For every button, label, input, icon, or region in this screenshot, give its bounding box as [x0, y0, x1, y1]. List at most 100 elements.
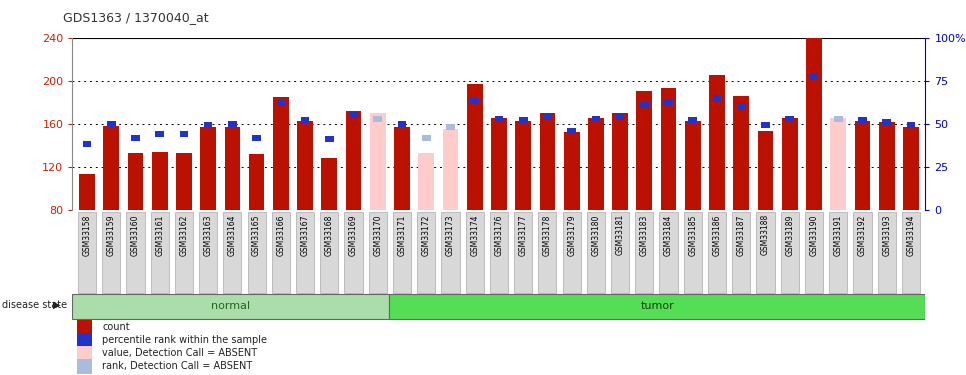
Bar	[350, 112, 357, 118]
Bar	[442, 129, 458, 210]
FancyBboxPatch shape	[389, 294, 925, 319]
Bar	[374, 116, 383, 122]
Bar	[491, 118, 507, 210]
Bar	[152, 152, 167, 210]
Bar	[831, 118, 846, 210]
Bar	[175, 213, 193, 292]
Bar	[538, 213, 556, 292]
Text: normal: normal	[212, 301, 250, 311]
Bar	[540, 113, 555, 210]
Text: value, Detection Call = ABSENT: value, Detection Call = ABSENT	[102, 348, 257, 358]
Bar	[490, 213, 508, 292]
Bar	[273, 97, 289, 210]
Bar	[903, 127, 919, 210]
Text: disease state: disease state	[2, 300, 67, 310]
Bar	[300, 117, 309, 123]
Text: tumor: tumor	[640, 301, 674, 311]
Bar	[708, 213, 726, 292]
Bar	[345, 213, 362, 292]
Text: GSM33165: GSM33165	[252, 214, 261, 256]
Bar	[906, 123, 915, 129]
Bar	[76, 320, 92, 335]
Text: GSM33174: GSM33174	[470, 214, 479, 256]
Bar	[877, 213, 895, 292]
Text: GSM33178: GSM33178	[543, 214, 552, 255]
Bar	[591, 116, 600, 122]
Bar	[858, 117, 867, 123]
Text: GSM33177: GSM33177	[519, 214, 527, 256]
Bar	[612, 113, 628, 210]
Text: GSM33180: GSM33180	[591, 214, 600, 255]
Bar	[156, 131, 164, 137]
Bar	[224, 127, 241, 210]
Bar	[567, 128, 576, 134]
Text: GSM33189: GSM33189	[785, 214, 794, 255]
Text: GSM33187: GSM33187	[737, 214, 746, 255]
Bar	[733, 96, 750, 210]
Text: GDS1363 / 1370040_at: GDS1363 / 1370040_at	[63, 11, 209, 24]
Bar	[298, 120, 313, 210]
Text: GSM33176: GSM33176	[495, 214, 503, 256]
Bar	[781, 213, 799, 292]
Bar	[615, 114, 624, 120]
Bar	[276, 100, 285, 106]
FancyBboxPatch shape	[72, 294, 389, 319]
Text: GSM33172: GSM33172	[422, 214, 431, 255]
Bar	[346, 111, 361, 210]
Text: GSM33170: GSM33170	[373, 214, 383, 256]
Text: GSM33166: GSM33166	[276, 214, 285, 256]
Bar	[855, 120, 870, 210]
Bar	[204, 123, 213, 129]
Bar	[467, 84, 483, 210]
Text: GSM33186: GSM33186	[713, 214, 722, 255]
Bar	[761, 123, 770, 129]
Bar	[446, 124, 455, 130]
Bar	[829, 213, 847, 292]
Bar	[103, 126, 119, 210]
Bar	[398, 121, 407, 127]
Bar	[519, 117, 527, 123]
Text: GSM33185: GSM33185	[689, 214, 697, 255]
Text: GSM33162: GSM33162	[180, 214, 188, 255]
Bar	[757, 131, 774, 210]
Bar	[805, 213, 823, 292]
Bar	[325, 136, 333, 142]
Text: GSM33184: GSM33184	[664, 214, 673, 255]
Text: percentile rank within the sample: percentile rank within the sample	[102, 335, 268, 345]
Bar	[247, 213, 266, 292]
Bar	[102, 213, 121, 292]
Bar	[394, 127, 410, 210]
Bar	[176, 153, 192, 210]
Text: GSM33167: GSM33167	[300, 214, 309, 256]
Bar	[640, 102, 648, 108]
Text: GSM33158: GSM33158	[82, 214, 92, 255]
Bar	[882, 119, 891, 125]
Text: GSM33169: GSM33169	[349, 214, 358, 256]
Bar	[441, 213, 460, 292]
Bar	[611, 213, 629, 292]
Bar	[322, 158, 337, 210]
Bar	[83, 141, 92, 147]
Bar	[127, 213, 145, 292]
Text: GSM33192: GSM33192	[858, 214, 867, 255]
Bar	[248, 154, 265, 210]
Bar	[76, 358, 92, 374]
Text: GSM33173: GSM33173	[446, 214, 455, 256]
Bar	[180, 131, 188, 137]
Bar	[660, 213, 678, 292]
Bar	[76, 346, 92, 361]
Bar	[131, 135, 140, 141]
Bar	[879, 122, 895, 210]
Bar	[418, 153, 434, 210]
Bar	[709, 75, 724, 210]
Bar	[586, 213, 605, 292]
Bar	[422, 135, 431, 141]
Bar	[228, 121, 237, 127]
Bar	[200, 127, 216, 210]
Bar	[661, 88, 676, 210]
Text: GSM33161: GSM33161	[156, 214, 164, 255]
Bar	[79, 174, 95, 210]
Text: count: count	[102, 322, 130, 332]
Bar	[562, 213, 581, 292]
Bar	[252, 135, 261, 141]
